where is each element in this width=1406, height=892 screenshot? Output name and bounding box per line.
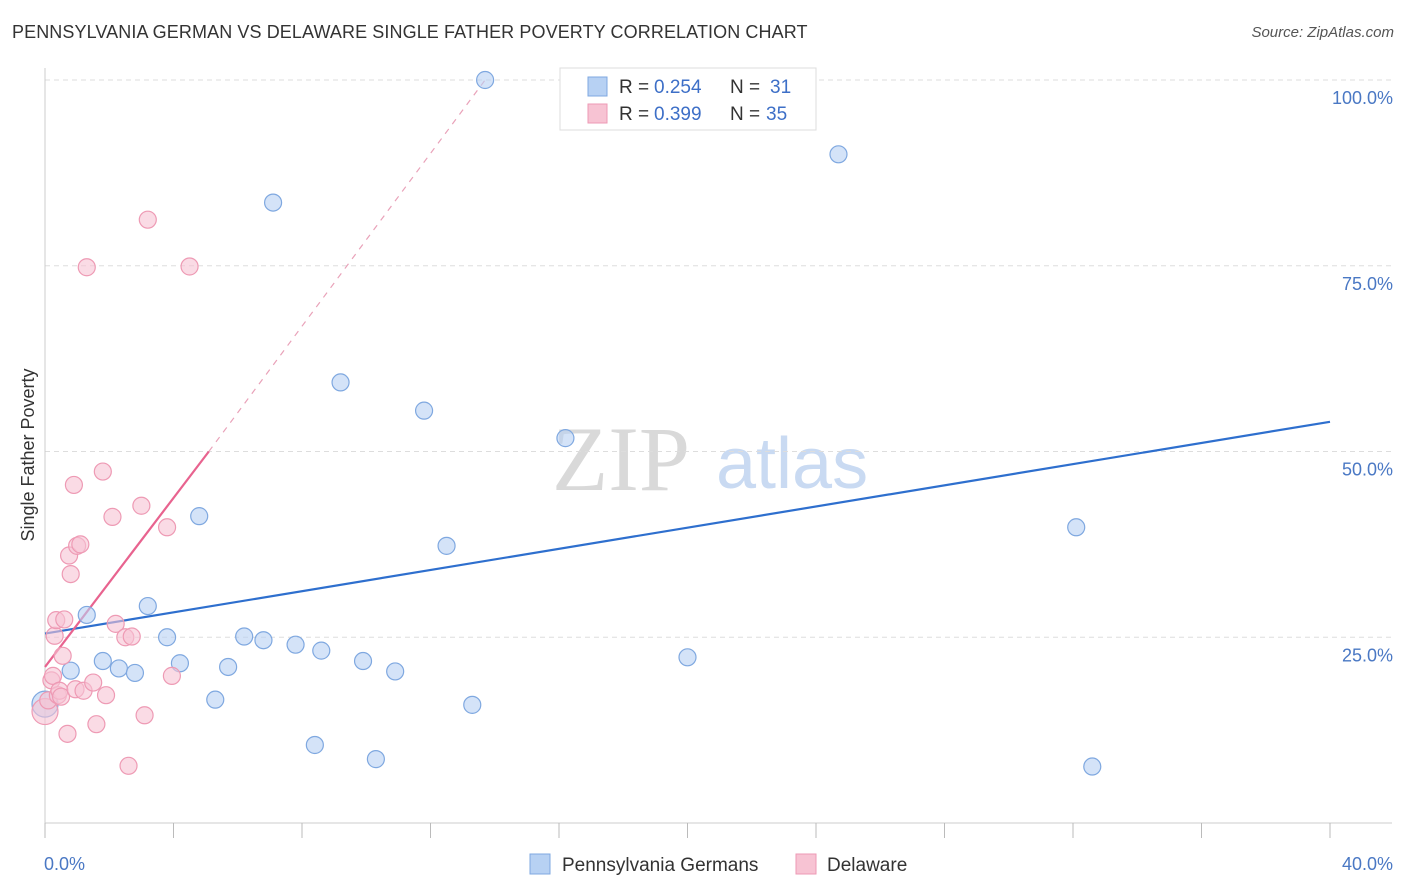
delaware-point-33 — [162, 666, 181, 685]
chart-title: PENNSYLVANIA GERMAN VS DELAWARE SINGLE F… — [12, 22, 808, 42]
delaware-point-8 — [51, 687, 71, 706]
delaware-point-25 — [106, 614, 125, 633]
trend-lines — [44, 79, 1331, 668]
watermark-zip: ZIP — [552, 408, 690, 510]
y-axis-tick-labels: 25.0% 50.0% 75.0% 100.0% — [1332, 88, 1393, 665]
pennsylvania-germans-point-13 — [254, 631, 273, 650]
pennsylvania-germans-point-21 — [386, 662, 405, 681]
pennsylvania-germans-point-3 — [93, 651, 112, 671]
pennsylvania-germans-point-24 — [463, 695, 482, 714]
trend-line-delaware-extension — [208, 79, 486, 452]
x-tick-label-min: 0.0% — [44, 854, 85, 874]
delaware-point-21 — [87, 715, 106, 734]
correlation-legend: R = 0.254 N = 31 R = 0.399 N = 35 — [559, 67, 817, 131]
series-legend: Pennsylvania Germans Delaware — [529, 853, 907, 876]
trend-line-delaware — [44, 450, 210, 668]
y-tick-label-100: 100.0% — [1332, 88, 1393, 108]
source-credit: Source: ZipAtlas.com — [1251, 24, 1394, 41]
legend-n-label-2: N = — [730, 104, 760, 125]
y-tick-label-25: 25.0% — [1342, 645, 1393, 665]
delaware-point-14 — [64, 475, 84, 495]
legend-r-label-1: R = — [619, 77, 649, 98]
delaware-point-22 — [93, 462, 112, 481]
delaware-point-23 — [96, 686, 116, 705]
delaware-point-17 — [71, 535, 90, 554]
legend-n-value-2: 35 — [766, 104, 787, 125]
pennsylvania-germans-point-22 — [414, 401, 434, 420]
delaware-point-31 — [138, 210, 157, 229]
legend-r-value-2: 0.399 — [654, 104, 702, 125]
pennsylvania-germans-point-1 — [61, 661, 80, 680]
legend-r-label-2: R = — [619, 104, 649, 125]
delaware-point-32 — [157, 518, 177, 537]
pennsylvania-germans-point-15 — [263, 193, 283, 212]
y-axis-label: Single Father Poverty — [18, 368, 38, 541]
delaware-point-9 — [53, 646, 72, 665]
pennsylvania-germans-point-23 — [437, 536, 456, 555]
legend-swatch-blue — [587, 76, 608, 97]
pennsylvania-germans-point-6 — [138, 596, 157, 616]
series-delaware — [31, 210, 199, 775]
pennsylvania-germans-point-25 — [476, 70, 495, 90]
delaware-point-13 — [61, 564, 80, 584]
pennsylvania-germans-point-2 — [77, 605, 96, 625]
pennsylvania-germans-point-17 — [312, 641, 331, 660]
delaware-point-18 — [77, 258, 96, 277]
pennsylvania-germans-point-27 — [678, 648, 697, 667]
delaware-point-30 — [135, 706, 154, 725]
pennsylvania-germans-point-20 — [366, 750, 385, 769]
legend-swatch-pink — [587, 103, 608, 124]
pennsylvania-germans-point-12 — [235, 627, 254, 646]
pennsylvania-germans-point-29 — [1067, 518, 1086, 537]
legend-r-value-1: 0.254 — [654, 77, 702, 98]
watermark-atlas: atlas — [716, 424, 868, 504]
pennsylvania-germans-point-19 — [353, 651, 373, 671]
pennsylvania-germans-point-28 — [829, 145, 848, 164]
delaware-point-11 — [58, 724, 77, 743]
trend-line-pennsylvania-germans — [44, 420, 1331, 635]
y-tick-label-75: 75.0% — [1342, 274, 1393, 294]
bottom-legend-swatch-blue — [529, 853, 551, 875]
delaware-point-34 — [180, 257, 199, 276]
delaware-point-28 — [119, 756, 138, 775]
pennsylvania-germans-point-18 — [331, 373, 350, 392]
pennsylvania-germans-point-14 — [286, 635, 305, 654]
delaware-point-24 — [103, 507, 122, 526]
legend-n-label-1: N = — [730, 77, 760, 98]
pennsylvania-germans-point-30 — [1083, 757, 1102, 776]
pennsylvania-germans-point-11 — [219, 657, 238, 677]
pennsylvania-germans-point-7 — [157, 628, 177, 647]
x-axis-ticks — [44, 823, 1331, 838]
bottom-legend-swatch-pink — [795, 853, 817, 875]
y-tick-label-50: 50.0% — [1342, 460, 1393, 480]
bottom-legend-label-pennsylvania-germans: Pennsylvania Germans — [562, 855, 758, 876]
pennsylvania-germans-point-9 — [190, 507, 209, 526]
pennsylvania-germans-point-10 — [206, 690, 225, 709]
delaware-point-29 — [132, 496, 151, 515]
bottom-legend-label-delaware: Delaware — [827, 855, 907, 876]
pennsylvania-germans-point-16 — [305, 735, 324, 755]
x-tick-label-max: 40.0% — [1342, 854, 1393, 874]
pennsylvania-germans-point-4 — [109, 659, 128, 678]
series-pennsylvania-germans — [31, 70, 1102, 776]
delaware-point-10 — [55, 610, 74, 629]
grid-lines — [45, 79, 1392, 638]
pennsylvania-germans-point-26 — [556, 429, 575, 448]
delaware-point-4 — [45, 626, 64, 645]
legend-n-value-1: 31 — [770, 77, 791, 98]
pennsylvania-germans-point-5 — [125, 663, 145, 683]
delaware-point-27 — [122, 627, 141, 646]
delaware-point-20 — [84, 673, 103, 692]
